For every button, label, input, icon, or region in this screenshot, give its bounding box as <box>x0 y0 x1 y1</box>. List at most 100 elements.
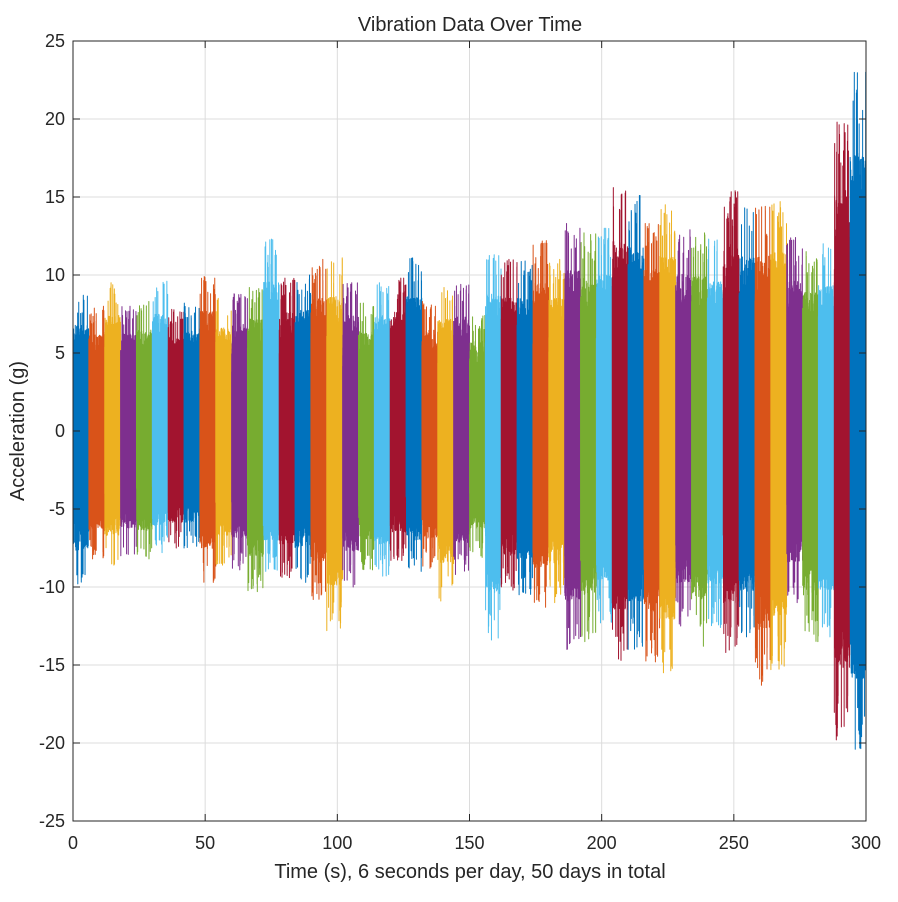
day-trace <box>754 205 772 686</box>
day-trace <box>500 258 518 591</box>
day-series-22 <box>405 257 423 572</box>
x-axis-label: Time (s), 6 seconds per day, 50 days in … <box>274 861 665 883</box>
day-series-12 <box>246 286 264 593</box>
series-layer <box>72 71 867 750</box>
day-series-18 <box>342 282 359 588</box>
day-trace <box>659 204 677 674</box>
day-series-7 <box>167 308 185 549</box>
x-tick-label: 200 <box>587 833 617 853</box>
day-series-10 <box>215 297 233 566</box>
day-trace <box>310 258 328 600</box>
day-trace <box>691 232 708 647</box>
day-trace <box>611 187 629 661</box>
day-trace <box>643 223 661 663</box>
day-series-11 <box>231 293 248 571</box>
day-trace <box>437 286 455 602</box>
day-series-24 <box>437 286 455 602</box>
day-trace <box>88 305 106 560</box>
day-trace <box>722 190 740 654</box>
day-series-44 <box>754 205 772 686</box>
day-trace <box>738 207 756 638</box>
day-series-2 <box>88 305 106 560</box>
day-series-9 <box>199 276 217 583</box>
day-trace <box>278 277 296 579</box>
day-series-38 <box>659 204 677 674</box>
day-series-50 <box>849 71 867 750</box>
y-tick-label: -10 <box>39 577 65 597</box>
day-series-20 <box>373 282 391 577</box>
day-trace <box>167 308 185 549</box>
day-series-8 <box>183 302 201 549</box>
day-trace <box>262 238 280 572</box>
day-trace <box>151 280 169 554</box>
day-trace <box>215 297 233 566</box>
day-trace <box>72 294 90 585</box>
y-tick-label: -5 <box>49 499 65 519</box>
y-axis-ticks: 25 20 15 10 5 0 -5 -10 -15 -20 -25 <box>39 31 866 831</box>
day-trace <box>469 315 486 558</box>
day-trace <box>183 302 201 549</box>
day-trace <box>231 293 248 571</box>
day-trace <box>817 243 835 638</box>
day-series-29 <box>516 260 534 596</box>
x-tick-label: 250 <box>719 833 749 853</box>
day-trace <box>342 282 359 588</box>
day-trace <box>786 237 804 604</box>
day-series-37 <box>643 223 661 663</box>
chart-title: Vibration Data Over Time <box>358 14 582 36</box>
day-series-48 <box>817 243 835 638</box>
day-series-27 <box>484 254 502 641</box>
day-series-43 <box>738 207 756 638</box>
day-series-34 <box>595 227 613 624</box>
x-tick-label: 50 <box>195 833 215 853</box>
day-series-36 <box>627 194 645 650</box>
day-series-21 <box>389 277 407 561</box>
y-tick-label: -20 <box>39 733 65 753</box>
day-trace <box>564 223 582 650</box>
x-tick-label: 0 <box>68 833 78 853</box>
day-series-33 <box>580 232 597 643</box>
day-series-31 <box>548 258 566 604</box>
day-trace <box>484 254 502 641</box>
day-series-40 <box>691 232 708 647</box>
day-series-25 <box>453 283 470 576</box>
day-trace <box>357 302 375 571</box>
y-tick-label: 25 <box>45 31 65 51</box>
day-trace <box>532 240 550 608</box>
day-series-4 <box>120 305 137 557</box>
y-tick-label: 0 <box>55 421 65 441</box>
day-series-26 <box>469 315 486 558</box>
day-series-41 <box>706 238 724 629</box>
day-trace <box>595 227 613 624</box>
day-series-6 <box>151 280 169 554</box>
day-trace <box>706 238 724 629</box>
day-series-14 <box>278 277 296 579</box>
day-series-5 <box>135 301 153 560</box>
day-trace <box>199 276 217 583</box>
day-trace <box>373 282 391 577</box>
day-trace <box>802 251 819 643</box>
x-tick-label: 150 <box>454 833 484 853</box>
day-series-39 <box>675 229 693 627</box>
y-tick-label: 20 <box>45 109 65 129</box>
day-series-23 <box>421 301 439 569</box>
day-trace <box>849 71 867 750</box>
y-tick-label: 10 <box>45 265 65 285</box>
day-trace <box>516 260 534 596</box>
day-trace <box>135 301 153 560</box>
day-trace <box>389 277 407 561</box>
day-trace <box>627 194 645 650</box>
day-series-15 <box>294 274 312 583</box>
day-trace <box>453 283 470 576</box>
day-series-45 <box>770 201 788 671</box>
y-tick-label: -25 <box>39 811 65 831</box>
day-series-19 <box>357 302 375 571</box>
day-trace <box>326 257 344 632</box>
y-tick-label: 15 <box>45 187 65 207</box>
day-series-13 <box>262 238 280 572</box>
day-trace <box>675 229 693 627</box>
day-series-17 <box>326 257 344 632</box>
y-tick-label: 5 <box>55 343 65 363</box>
day-trace <box>104 282 122 566</box>
